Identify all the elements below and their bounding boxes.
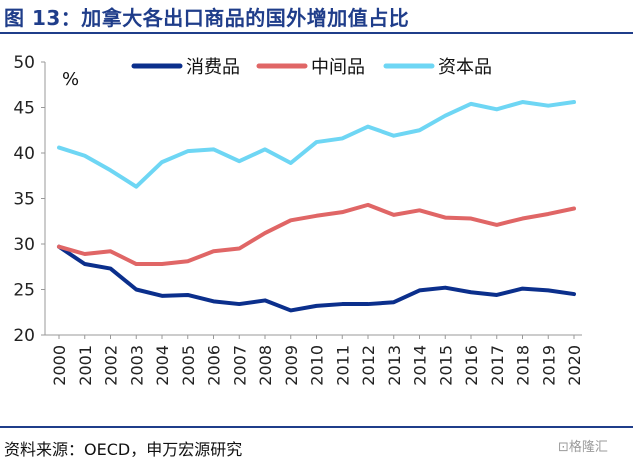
series-line-3 [57,100,576,189]
series-line-2 [57,202,576,267]
x-tick-label: 2014 [411,345,430,386]
x-tick-label: 2002 [102,345,121,386]
x-tick-label: 2008 [256,345,275,386]
x-tick-label: 2001 [76,345,95,386]
x-tick-label: 2016 [462,345,481,386]
x-tick-label: 2019 [539,345,558,386]
x-tick-label: 2007 [230,345,249,386]
line-chart: 20 25 30 35 40 45 50 2000 2001 2002 2003 2004 2005 20… [13,53,584,386]
y-tick-label: 25 [13,281,35,301]
legend-label-1: 消费品 [186,57,240,78]
series-line-1 [57,244,576,313]
x-tick-label: 2000 [50,345,69,386]
source-divider [0,426,633,428]
x-tick-label: 2010 [308,345,327,386]
x-tick-label: 2004 [153,345,172,386]
y-tick-label: 20 [13,326,35,346]
x-tick-label: 2003 [127,345,146,386]
x-tick-label: 2011 [333,345,352,386]
x-tick-label: 2020 [565,345,584,386]
title-divider [0,32,633,34]
legend-label-2: 中间品 [311,57,365,78]
x-tick-label: 2017 [488,345,507,386]
x-tick-label: 2006 [205,345,224,386]
x-tick-label: 2012 [359,345,378,386]
figure-title: 图 13：加拿大各出口商品的国外增加值占比 [4,6,410,30]
y-tick-label: 40 [13,144,35,164]
x-tick-label: 2018 [514,345,533,386]
x-tick-label: 2015 [436,345,455,386]
y-tick-label: 50 [13,53,35,73]
watermark-logo: ⊡格隆汇 [558,440,608,455]
x-tick-label: 2009 [282,345,301,386]
y-tick-label: 45 [13,99,35,119]
y-unit-label: % [62,69,79,90]
source-note: 资料来源：OECD，申万宏源研究 [4,440,243,459]
x-tick-label: 2005 [179,345,198,386]
legend-label-3: 资本品 [438,57,492,78]
y-tick-label: 30 [13,235,35,255]
y-tick-label: 35 [13,190,35,210]
x-tick-label: 2013 [385,345,404,386]
